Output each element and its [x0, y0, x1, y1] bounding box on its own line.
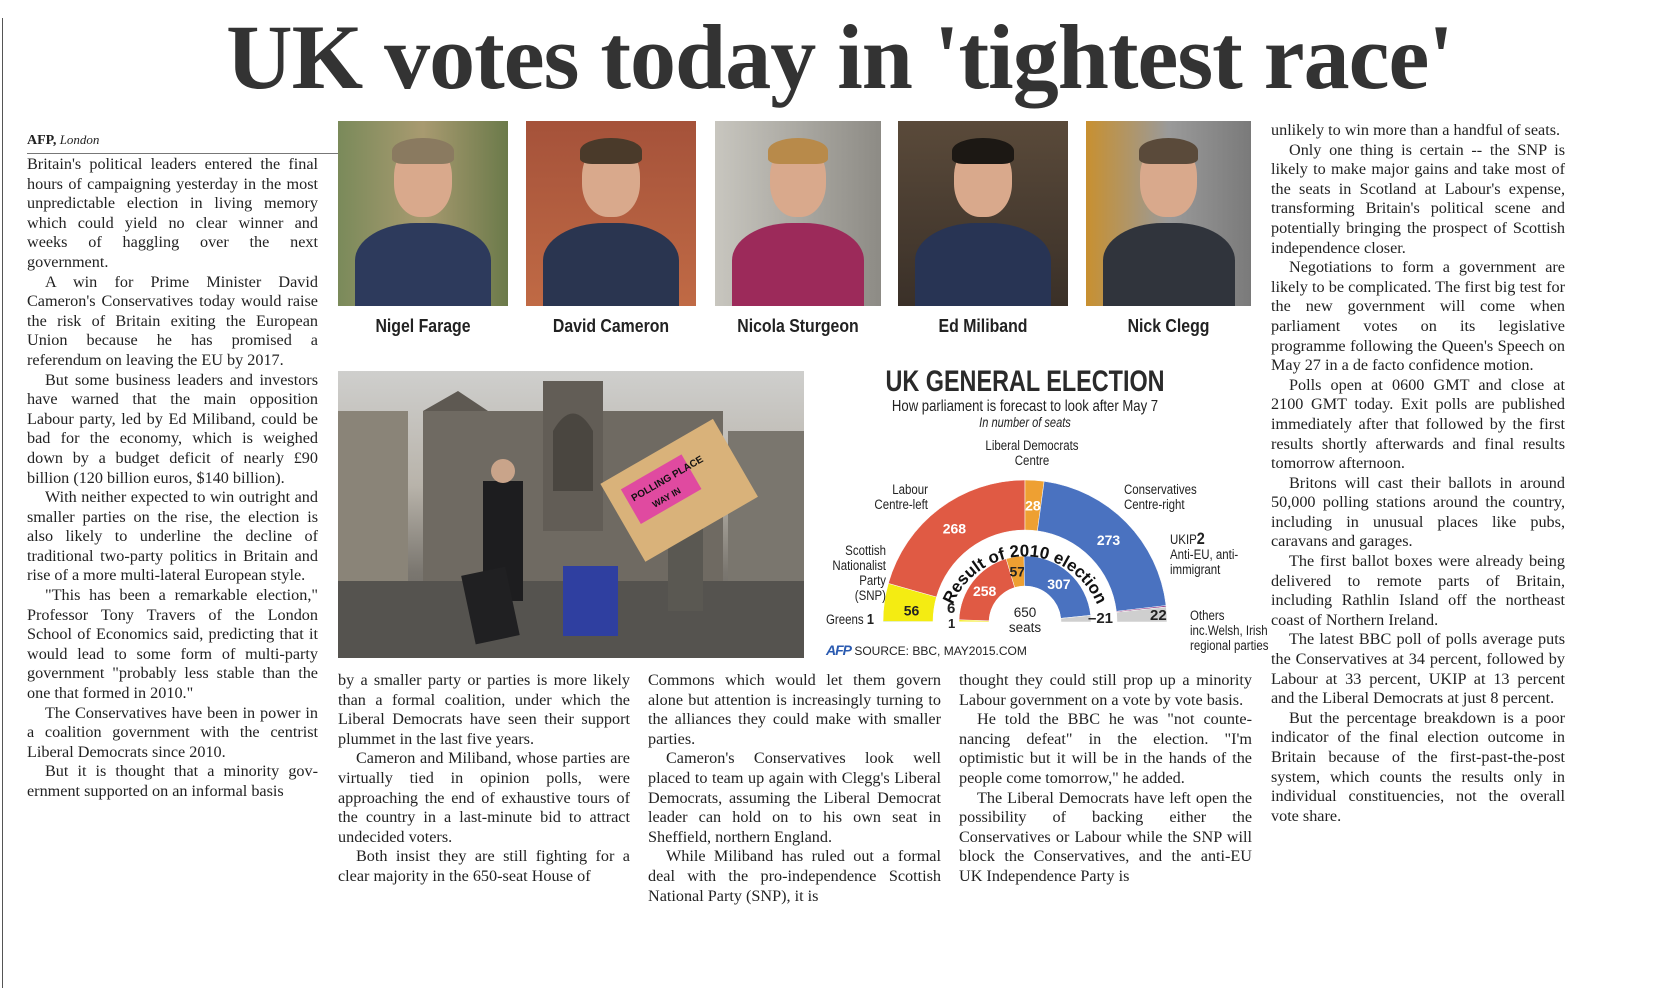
label-snp: Scottish Nationalist Party (SNP)	[832, 543, 886, 603]
paragraph: thought they could still prop up a minor…	[959, 671, 1252, 709]
article-column-1: Britain's political leaders entered the …	[27, 155, 318, 802]
byline-agency: AFP,	[27, 133, 57, 148]
value-libdem-2010: 57	[1009, 564, 1025, 580]
headline: UK votes today in 'tightest race'	[226, 6, 1454, 108]
value-ukip-forecast: 2	[1196, 529, 1205, 548]
paragraph: But the percentage breakdown is a poor i…	[1271, 708, 1565, 825]
afp-logo: AFP	[826, 642, 852, 658]
label-others: Others inc.Welsh, Irish regional parties	[1190, 608, 1269, 653]
caption-nigel-farage: Nigel Farage	[375, 316, 471, 336]
value-others-forecast: 22	[1150, 607, 1167, 624]
label-conservatives: Conservatives Centre-right	[1124, 482, 1197, 512]
byline-place: London	[59, 132, 100, 147]
photo-nigel-farage	[338, 121, 508, 306]
value-greens-2010: 1	[948, 616, 956, 631]
paragraph: With neither expected to win outright an…	[27, 488, 318, 585]
article-column-5: unlikely to win more than a handful of s…	[1271, 121, 1565, 826]
value-con-2010: 307	[1047, 576, 1071, 592]
paragraph: The latest BBC poll of polls average put…	[1271, 630, 1565, 708]
chart-source: AFP SOURCE: BBC, MAY2015.COM	[826, 642, 1027, 659]
chart-unit-note: In number of seats	[979, 415, 1071, 430]
photo-polling-place: POLLING PLACE WAY IN	[338, 371, 804, 658]
paragraph: Cameron's Conservatives look well placed…	[648, 749, 941, 846]
paragraph: Cameron and Miliband, whose par­ties are…	[338, 749, 630, 846]
article-column-3: Commons which would let them govern alon…	[648, 671, 941, 906]
value-labour-2010: 258	[973, 583, 997, 599]
caption-david-cameron: David Cameron	[552, 316, 670, 336]
label-libdem: Liberal Democrats Centre	[985, 438, 1079, 468]
label-ukip: UKIP2 Anti-EU, anti-immigrant	[1170, 529, 1239, 577]
paragraph: Polls open at 0600 GMT and close at 2100…	[1271, 375, 1565, 473]
photo-nicola-sturgeon	[715, 121, 881, 306]
paragraph: unlikely to win more than a handful of s…	[1271, 121, 1561, 139]
caption-nicola-sturgeon: Nicola Sturgeon	[737, 316, 859, 336]
paragraph: Britain's political leaders entered the …	[27, 155, 318, 271]
paragraph: The first ballot boxes were already bein…	[1271, 552, 1565, 629]
photo-david-cameron	[526, 121, 696, 306]
value-greens-forecast: 1	[866, 611, 874, 628]
value-snp-2010: 6	[947, 600, 956, 617]
paragraph: But it is thought that a minority gov­er…	[27, 762, 318, 800]
value-snp-forecast: 56	[904, 603, 920, 619]
paragraph: He told the BBC he was "not counte­nanci…	[959, 710, 1252, 787]
segment-others-forecast	[1116, 606, 1168, 623]
paragraph: "This has been a remarkable elec­tion," …	[27, 586, 318, 703]
caption-ed-miliband: Ed Miliband	[938, 316, 1028, 336]
paragraph: While Miliband has ruled out a for­mal d…	[648, 847, 941, 905]
paragraph: The Conservatives have been in power in …	[27, 703, 318, 761]
value-others-2010: –21	[1088, 610, 1114, 627]
label-labour: Labour Centre-left	[874, 482, 928, 512]
photo-nick-clegg	[1086, 121, 1251, 306]
election-chart: 56 268 28 273 258 57 307 Result of 2010 electi…	[810, 365, 1270, 665]
value-libdem-forecast: 28	[1025, 497, 1041, 513]
paragraph: Commons which would let them govern alon…	[648, 671, 941, 748]
chart-title: UK GENERAL ELECTION	[885, 365, 1165, 398]
byline: AFP, London	[27, 132, 342, 154]
chart-subtitle: How parliament is forecast to look after…	[891, 398, 1159, 415]
paragraph: Britons will cast their ballots in aroun…	[1271, 473, 1565, 551]
value-con-forecast: 273	[1097, 532, 1121, 548]
caption-nick-clegg: Nick Clegg	[1127, 316, 1210, 336]
article-column-4: thought they could still prop up a minor…	[959, 671, 1252, 887]
paragraph: by a smaller party or parties is more li…	[338, 671, 630, 748]
photo-ed-miliband	[898, 121, 1068, 306]
paragraph: A win for Prime Minister David Cameron's…	[27, 272, 318, 369]
segment-others-2010	[1060, 615, 1092, 623]
total-seats: 650 seats	[1008, 605, 1042, 635]
label-greens: Greens 1	[826, 611, 874, 628]
paragraph: The Liberal Democrats have left open the…	[959, 788, 1252, 885]
article-column-2: by a smaller party or parties is more li…	[338, 671, 630, 887]
church-scene-illustration: POLLING PLACE WAY IN	[338, 381, 804, 658]
paragraph: Negotiations to form a government are li…	[1271, 258, 1565, 375]
paragraph: Only one thing is certain -- the SNP is …	[1271, 140, 1565, 257]
paragraph: But some business leaders and inves­tors…	[27, 370, 318, 487]
paragraph: Both insist they are still fighting for …	[338, 847, 630, 885]
page-margin-rule	[2, 18, 3, 988]
value-labour-forecast: 268	[943, 521, 967, 537]
